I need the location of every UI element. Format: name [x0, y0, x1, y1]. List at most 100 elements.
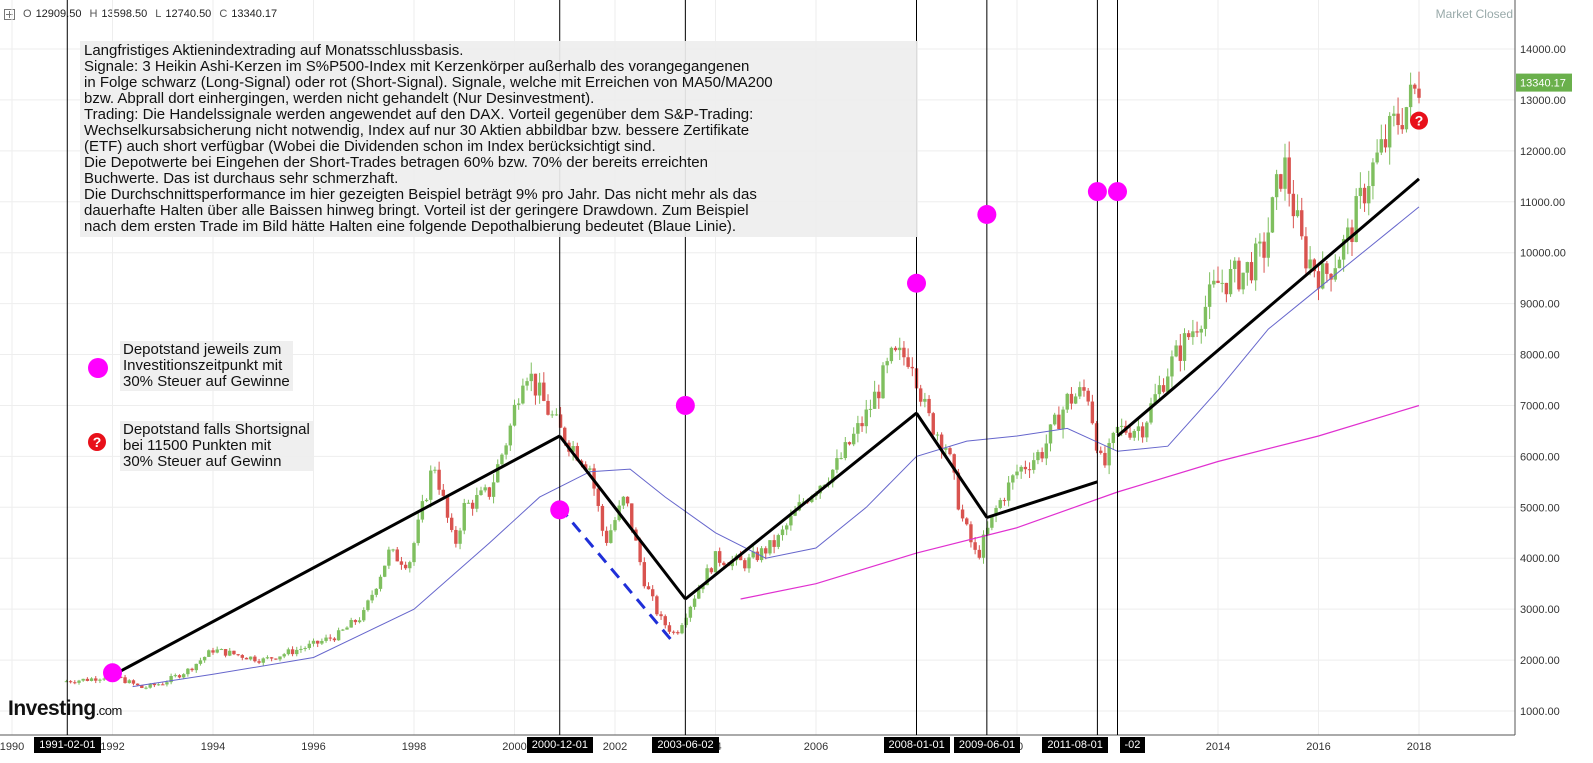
candle-body	[1073, 396, 1078, 404]
candle-body	[219, 649, 224, 651]
candle-body	[387, 549, 391, 566]
candle-body	[1069, 393, 1074, 404]
candle-body	[994, 508, 998, 516]
candle-body	[215, 649, 219, 653]
candle-body	[89, 678, 94, 681]
signal-dot	[103, 663, 122, 683]
candle-body	[542, 382, 546, 401]
candle-body	[475, 495, 479, 509]
candle-body	[119, 676, 123, 678]
candle-body	[1170, 356, 1174, 377]
question-marker-icon[interactable]	[1410, 111, 1428, 130]
candle-body	[533, 373, 538, 396]
candle-body	[1404, 107, 1409, 130]
close-value: 13340.17	[231, 8, 278, 20]
x-tick-label: 1996	[301, 741, 325, 753]
candle-body	[454, 529, 458, 544]
candle-body	[638, 540, 642, 563]
signal-dot	[1087, 182, 1107, 202]
candle-body	[328, 637, 332, 639]
candle-body	[240, 655, 245, 658]
candle-body	[684, 617, 688, 626]
candle-body	[1136, 426, 1141, 432]
candle-body	[324, 637, 328, 641]
candle-body	[433, 469, 437, 471]
note-line: Buchwerte. Das ist durchaus sehr schmerz…	[84, 170, 399, 187]
x-tick-label: 2014	[1206, 741, 1230, 753]
candle-body	[872, 391, 877, 409]
candle-body	[98, 679, 102, 681]
candle-body	[152, 683, 157, 686]
candle-body	[77, 680, 81, 683]
signal-date-label: -02	[1119, 737, 1146, 753]
y-tick-label: 11000.00	[1520, 197, 1565, 209]
candle-body	[990, 515, 994, 528]
candle-body	[437, 469, 441, 490]
expand-icon[interactable]	[4, 8, 15, 20]
candle-body	[877, 391, 881, 399]
candle-body	[161, 684, 165, 686]
candle-body	[198, 660, 203, 664]
x-tick-label: 1990	[0, 741, 24, 753]
candle-body	[604, 530, 609, 543]
candle-body	[801, 501, 806, 503]
candle-body	[94, 678, 98, 681]
candle-body	[1233, 260, 1237, 270]
candle-body	[1195, 331, 1199, 333]
signal-date-label: 2011-08-01	[1042, 737, 1108, 753]
candle-body	[470, 502, 475, 509]
candle-body	[789, 515, 793, 526]
candle-body	[630, 503, 634, 530]
candle-body	[642, 562, 647, 587]
candle-body	[156, 684, 161, 686]
candle-body	[1325, 263, 1329, 274]
candle-body	[449, 517, 454, 530]
candle-body	[709, 568, 714, 573]
candle-body	[546, 400, 550, 415]
candle-body	[588, 468, 592, 470]
candle-body	[885, 361, 889, 366]
candle-body	[349, 620, 353, 628]
candle-body	[550, 414, 554, 416]
candle-body	[985, 527, 990, 535]
trade-line	[111, 434, 561, 677]
note-line: bzw. Abprall dort einhergingen, werden n…	[84, 90, 595, 107]
candle-body	[981, 534, 986, 558]
legend-line: 30% Steuer auf Gewinne	[123, 373, 290, 390]
candle-body	[1157, 385, 1162, 395]
signal-dot	[675, 395, 695, 415]
trade-line	[915, 412, 989, 519]
candle-body	[856, 423, 860, 434]
candle-body	[889, 347, 894, 362]
candle-body	[223, 649, 228, 656]
x-tick-label: 1992	[100, 741, 124, 753]
candle-body	[169, 676, 173, 683]
candle-body	[1241, 272, 1245, 290]
candle-body	[85, 678, 90, 681]
note-line: (ETF) auch short verfügbar (Wobei die Di…	[84, 138, 656, 155]
candle-body	[500, 454, 504, 465]
ma200-line	[740, 404, 1420, 600]
x-tick-label: 2016	[1306, 741, 1330, 753]
candle-body	[424, 499, 429, 502]
trade-line	[558, 435, 687, 600]
candle-body	[311, 640, 316, 644]
candle-body	[1040, 452, 1044, 459]
candle-body	[860, 423, 864, 427]
candle-body	[537, 382, 542, 396]
legend-line: 30% Steuer auf Gewinn	[123, 453, 282, 470]
candle-body	[1002, 500, 1007, 502]
low-value: 12740.50	[165, 8, 212, 20]
candle-body	[144, 687, 148, 689]
candle-body	[764, 548, 768, 554]
candle-body	[232, 650, 236, 655]
candle-body	[1103, 452, 1107, 466]
note-line: Signale: 3 Heikin Ashi-Kerzen im S%P500-…	[84, 58, 750, 75]
open-value: 12909.50	[35, 8, 82, 20]
candle-body	[563, 427, 567, 443]
candle-body	[466, 502, 471, 504]
candle-body	[671, 631, 676, 633]
candle-body	[194, 663, 198, 671]
candle-body	[944, 448, 948, 450]
